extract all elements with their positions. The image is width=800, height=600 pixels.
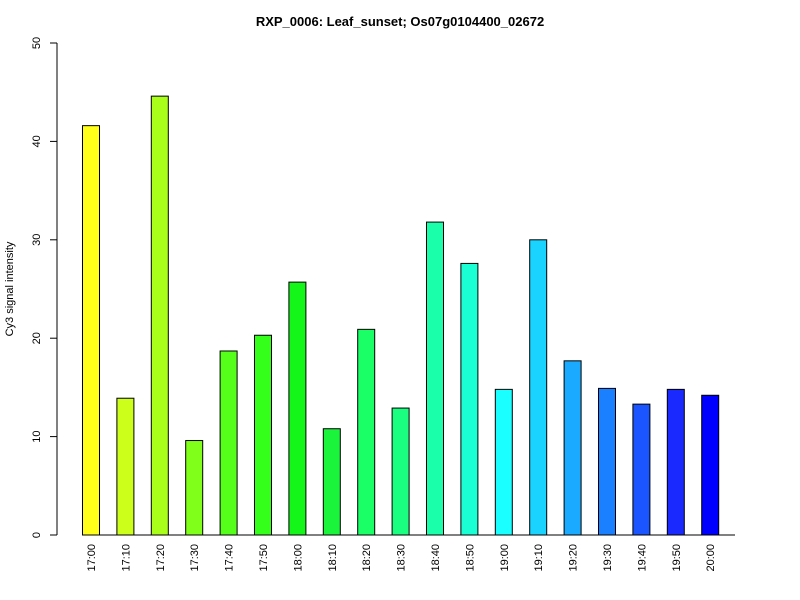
y-axis-label: Cy3 signal intensity [4,241,16,336]
x-tick-label: 19:00 [499,544,511,572]
x-tick-label: 19:30 [602,544,614,572]
x-tick-label: 18:50 [464,544,476,572]
y-tick-label: 0 [31,532,43,538]
x-tick-label: 18:40 [430,544,442,572]
bar-1850 [460,262,479,536]
bar-1820 [357,328,376,536]
bar-1800 [288,281,307,536]
y-tick-label: 30 [31,234,43,246]
bar-1810 [322,428,341,536]
bar-1720 [150,95,169,536]
y-tick-label: 10 [31,430,43,442]
x-tick-label: 20:00 [705,544,717,572]
bar-1910 [529,239,548,536]
bar-1750 [254,334,272,536]
bar-1950 [666,388,685,536]
bar-1700 [82,125,100,536]
y-tick-label: 40 [31,135,43,147]
bar-1900 [494,388,513,536]
x-tick-labels: 17:00 17:10 17:20 17:30 17:40 17:50 18:00 18:10… [86,544,717,572]
x-tick-label: 18:30 [396,544,408,572]
chart-title: RXP_0006: Leaf_sunset; Os07g0104400_0267… [256,14,544,29]
bars-group [82,95,720,536]
x-tick-label: 18:20 [361,544,373,572]
bar-1830 [391,407,410,536]
bar-1740 [219,350,238,536]
x-tick-label: 19:20 [568,544,580,572]
x-tick-label: 17:10 [120,544,132,572]
y-axis: 0 10 20 30 40 50 [31,37,58,538]
bar-1930 [598,387,616,536]
y-tick-label: 50 [31,37,43,49]
bar-1730 [185,440,204,536]
x-tick-label: 19:50 [671,544,683,572]
bar-1840 [426,221,444,536]
x-tick-label: 17:30 [189,544,201,572]
y-tick-label: 20 [31,332,43,344]
bar-1940 [632,403,651,536]
x-tick-label: 17:00 [86,544,98,572]
bar-1710 [116,397,135,536]
x-tick-label: 18:00 [292,544,304,572]
bar-2000 [701,394,720,536]
x-tick-label: 19:10 [533,544,545,572]
x-tick-label: 17:40 [224,544,236,572]
x-tick-label: 17:20 [155,544,167,572]
x-tick-label: 19:40 [636,544,648,572]
x-tick-label: 17:50 [258,544,270,572]
bar-1920 [563,360,582,536]
x-tick-label: 18:10 [327,544,339,572]
